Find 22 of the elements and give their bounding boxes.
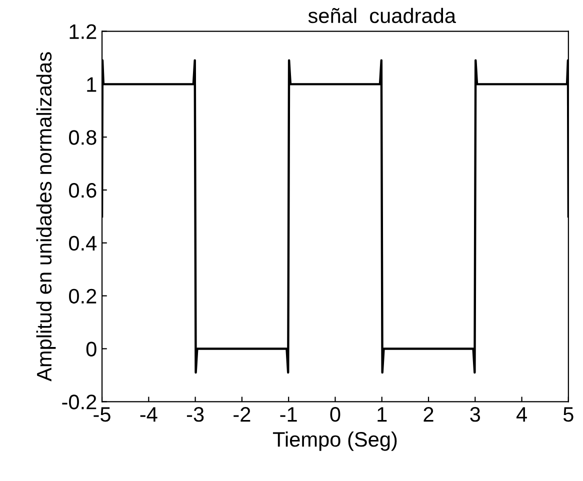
y-tick-label: -0.2: [62, 394, 96, 410]
x-tick-label: -2: [234, 407, 250, 422]
x-tick-label: -5: [94, 407, 110, 422]
y-tick-label: 0.4: [69, 236, 97, 251]
chart-title: señal cuadrada: [308, 8, 456, 24]
y-tick-label: 0.8: [69, 130, 96, 145]
y-tick-label: 0: [86, 342, 96, 356]
x-tick-label: 5: [563, 407, 574, 422]
x-tick-label: 0: [330, 407, 340, 422]
y-tick-label: 1.2: [70, 24, 96, 39]
y-tick-label: 0.6: [69, 182, 96, 198]
x-tick-label: 1: [378, 407, 387, 422]
x-tick-label: -4: [140, 407, 158, 422]
x-tick-label: -1: [280, 407, 297, 422]
y-tick-label: 0.2: [69, 288, 96, 304]
x-tick-label: -3: [186, 407, 204, 422]
x-tick-label: 3: [470, 407, 480, 422]
x-tick-label: 4: [516, 407, 527, 422]
y-axis-title: Amplitud en unidades normalizadas: [36, 52, 56, 382]
x-tick-label: 2: [424, 407, 434, 422]
y-tick-label: 1: [87, 77, 96, 92]
x-axis-title: Tiempo (Seg): [272, 431, 397, 451]
